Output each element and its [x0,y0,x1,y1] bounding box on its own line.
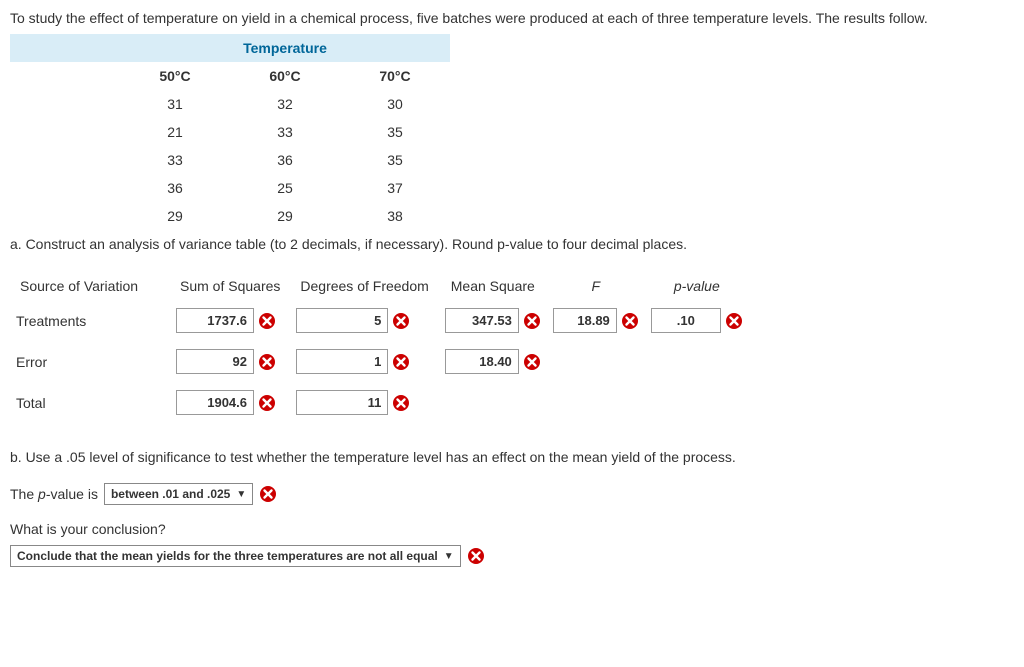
error-ms-input[interactable]: 18.40 [445,349,519,374]
wrong-icon [523,353,541,371]
wrong-icon [258,353,276,371]
total-ss-input[interactable]: 1904.6 [176,390,254,415]
cell: 38 [340,202,450,230]
cell: 29 [120,202,230,230]
wrong-icon [467,547,485,565]
row-label-total: Total [10,382,170,423]
treatments-ss-input[interactable]: 1737.6 [176,308,254,333]
error-df-input[interactable]: 1 [296,349,388,374]
total-df-input[interactable]: 11 [296,390,388,415]
cell: 33 [120,146,230,174]
cell: 32 [230,90,340,118]
cell: 36 [120,174,230,202]
anova-row-treatments: Treatments 1737.6 5 347.53 18.89 .10 [10,300,749,341]
pvalue-select[interactable]: between .01 and .025 ▼ [104,483,253,505]
row-label-error: Error [10,341,170,382]
chevron-down-icon: ▼ [444,551,454,562]
wrong-icon [392,394,410,412]
anova-header-source: Source of Variation [10,272,170,300]
anova-header-df: Degrees of Freedom [290,272,438,300]
col-50c: 50°C [120,62,230,90]
anova-header-ss: Sum of Squares [170,272,290,300]
wrong-icon [258,394,276,412]
conclusion-question: What is your conclusion? [10,521,1014,537]
error-ss-input[interactable]: 92 [176,349,254,374]
cell: 30 [340,90,450,118]
intro-text: To study the effect of temperature on yi… [10,10,1014,26]
wrong-icon [392,312,410,330]
cell: 35 [340,146,450,174]
col-60c: 60°C [230,62,340,90]
treatments-p-input[interactable]: .10 [651,308,721,333]
wrong-icon [392,353,410,371]
anova-row-total: Total 1904.6 11 [10,382,749,423]
cell: 31 [120,90,230,118]
cell: 33 [230,118,340,146]
cell: 21 [120,118,230,146]
row-label-treatments: Treatments [10,300,170,341]
anova-header-f: F [547,272,645,300]
question-b-text: b. Use a .05 level of significance to te… [10,449,1014,465]
temperature-data-table: Temperature 50°C 60°C 70°C 313230 213335… [10,34,450,230]
chevron-down-icon: ▼ [236,489,246,500]
pvalue-statement: The p-value is between .01 and .025 ▼ [10,483,1014,505]
wrong-icon [523,312,541,330]
cell: 37 [340,174,450,202]
conclusion-select[interactable]: Conclude that the mean yields for the th… [10,545,461,567]
temp-header: Temperature [120,34,450,62]
col-70c: 70°C [340,62,450,90]
wrong-icon [621,312,639,330]
cell: 25 [230,174,340,202]
cell: 35 [340,118,450,146]
wrong-icon [258,312,276,330]
wrong-icon [725,312,743,330]
treatments-ms-input[interactable]: 347.53 [445,308,519,333]
question-a-text: a. Construct an analysis of variance tab… [10,236,1014,252]
treatments-f-input[interactable]: 18.89 [553,308,617,333]
anova-row-error: Error 92 1 18.40 [10,341,749,382]
treatments-df-input[interactable]: 5 [296,308,388,333]
anova-table: Source of Variation Sum of Squares Degre… [10,272,749,423]
cell: 36 [230,146,340,174]
wrong-icon [259,485,277,503]
anova-header-p: p-value [645,272,749,300]
anova-header-ms: Mean Square [439,272,547,300]
cell: 29 [230,202,340,230]
